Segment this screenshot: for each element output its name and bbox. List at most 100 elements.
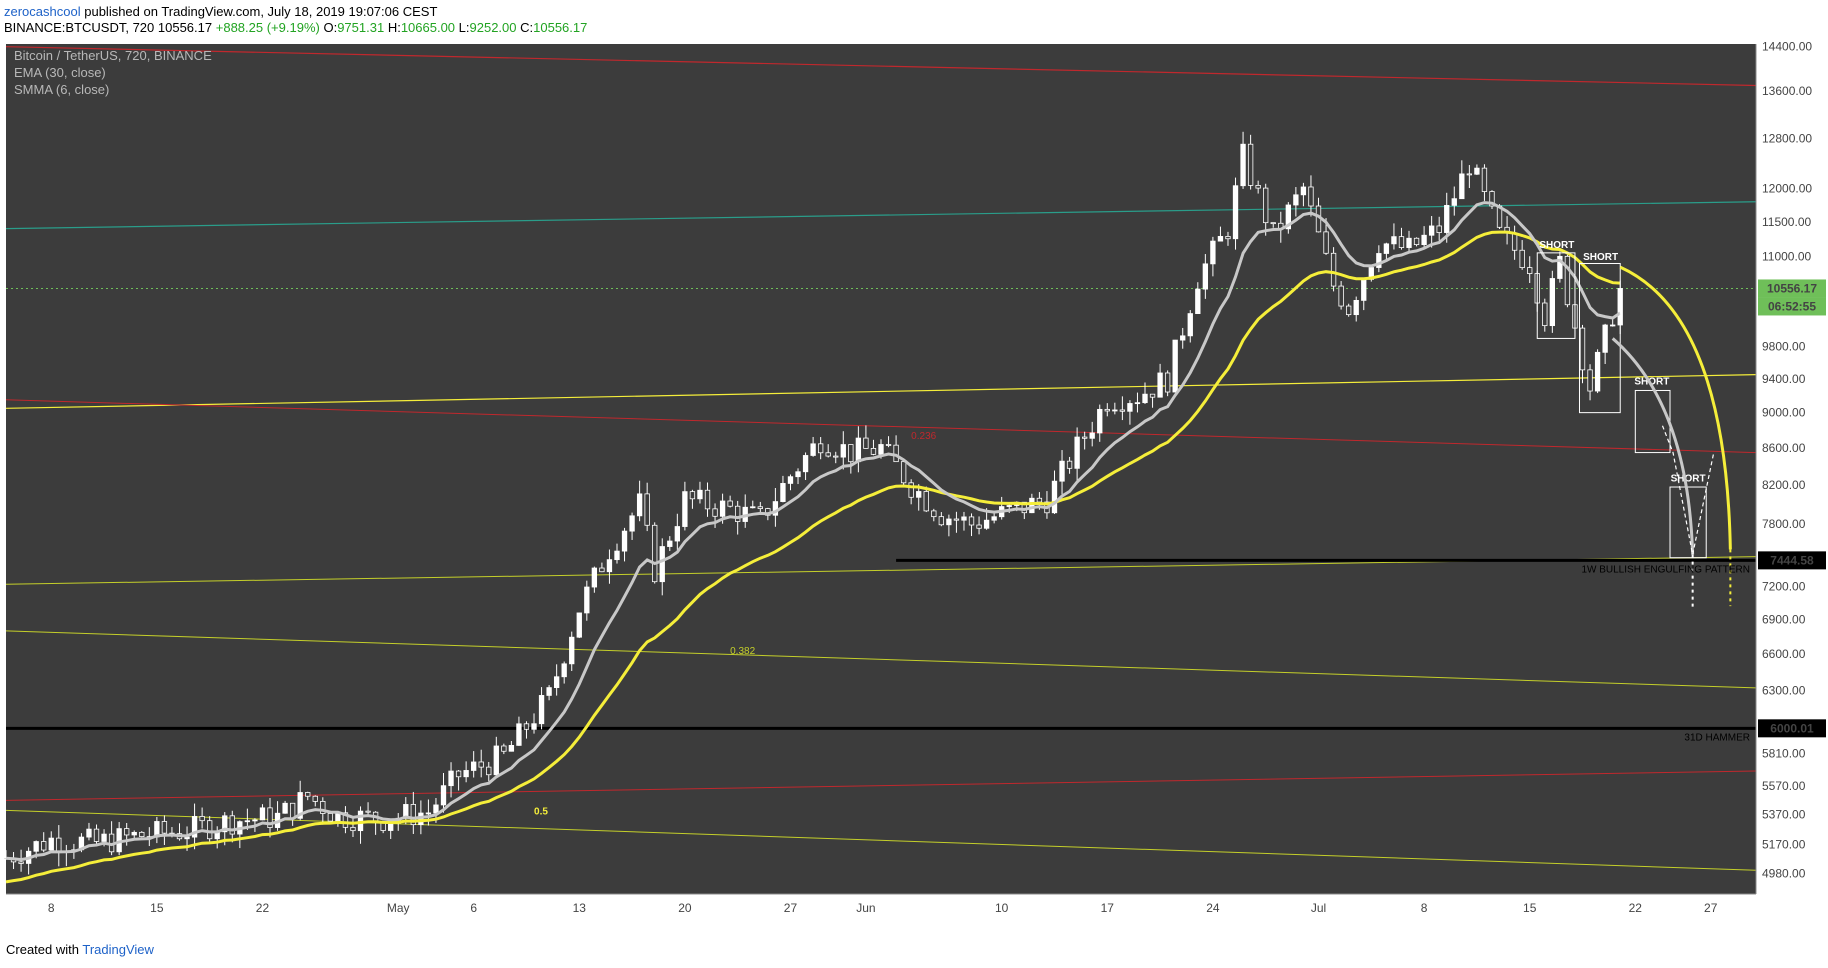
open-value: 9751.31 [337, 20, 385, 35]
ohlc-bar: BINANCE:BTCUSDT, 720 10556.17 +888.25 (+… [4, 20, 587, 36]
candle-up [1406, 237, 1412, 248]
y-tick-label: 8600.00 [1762, 441, 1806, 455]
legend-smma: SMMA (6, close) [14, 82, 109, 97]
y-tick-label: 14400.00 [1762, 40, 1812, 54]
candle-down [968, 516, 975, 526]
author-link[interactable]: zerocashcool [4, 4, 81, 19]
candle-up [516, 723, 522, 746]
candle-down [267, 807, 273, 828]
candle-down [976, 524, 982, 529]
candle-down [938, 516, 945, 526]
trend-lines: 0.236 0.382 0.5 [5, 46, 1757, 871]
candle-down [342, 812, 349, 828]
candle-up [614, 550, 620, 561]
candle-down [735, 505, 741, 522]
candle-up [674, 526, 680, 542]
candle-down [1564, 255, 1571, 306]
candle-down [1149, 393, 1156, 398]
candle-up [1391, 236, 1397, 245]
fib-0382-line [5, 630, 1757, 689]
candle-down [953, 518, 960, 521]
candle-down [523, 723, 530, 730]
candle-down [704, 489, 711, 510]
y-tick-label: 6900.00 [1762, 613, 1806, 627]
candle-up [1594, 351, 1601, 392]
candle-up [621, 530, 628, 552]
candle-down [1338, 285, 1344, 307]
smma-line [5, 201, 1622, 862]
publish-text: published on TradingView.com, July 18, 2… [84, 4, 438, 19]
candle-down [486, 766, 492, 776]
x-tick-label: 27 [1704, 901, 1718, 915]
daily-hammer-label: 31D HAMMER [1684, 732, 1750, 743]
candle-down [1104, 408, 1110, 412]
y-tick-label: 12000.00 [1762, 182, 1812, 196]
legend-title: Bitcoin / TetherUS, 720, BINANCE [14, 48, 212, 63]
candle-up [576, 612, 582, 638]
candle-up [433, 804, 439, 814]
x-tick-label: 22 [1629, 901, 1643, 915]
price-chart[interactable]: 0.236 0.382 0.5 SHORT SHORT SHORT SHORT 1W BUL… [0, 40, 1828, 940]
candle-down [1308, 186, 1314, 207]
created-text: Created with [6, 942, 79, 957]
candle-down [817, 443, 824, 454]
candle-up [697, 489, 703, 500]
x-tick-label: 15 [150, 901, 164, 915]
tradingview-brand[interactable]: TradingView [82, 942, 154, 957]
x-tick-label: 17 [1101, 901, 1115, 915]
candle-down [757, 506, 763, 509]
candle-down [893, 444, 899, 463]
candle-down [599, 567, 605, 573]
candle-down [1527, 267, 1533, 274]
x-tick-label: Jun [856, 901, 875, 915]
plot-background [6, 44, 1756, 894]
candle-down [455, 770, 462, 778]
candle-up [1074, 436, 1080, 469]
candle-down [644, 493, 650, 526]
close-label: C: [520, 20, 534, 35]
x-tick-label: 13 [573, 901, 587, 915]
candle-up [1285, 204, 1291, 230]
price-label-box [1758, 719, 1826, 738]
candle-up [425, 812, 432, 815]
candle-up [1300, 186, 1307, 196]
candle-up [1142, 393, 1148, 404]
candle-down [652, 524, 658, 583]
candle-up [991, 516, 997, 521]
y-tick-label: 5810.00 [1762, 746, 1806, 760]
candle-up [591, 567, 598, 588]
candle-down [825, 452, 831, 457]
x-axis-panel [0, 894, 1756, 940]
candle-down [139, 831, 145, 838]
candle-down [908, 482, 914, 498]
candle-up [1376, 253, 1382, 268]
candle-down [478, 761, 484, 768]
low-value: 9252.00 [469, 20, 517, 35]
y-tick-label: 5370.00 [1762, 808, 1806, 822]
candle-up [493, 745, 499, 776]
candle-down [1036, 497, 1043, 503]
price-change: +888.25 (+9.19%) [215, 20, 320, 35]
candle-up [252, 819, 258, 822]
candle-up [1240, 143, 1246, 187]
candle-up [1451, 198, 1457, 206]
x-tick-label: Jul [1311, 901, 1326, 915]
candle-up [561, 663, 567, 678]
candle-up [1006, 505, 1012, 507]
candle-up [48, 837, 54, 851]
candle-up [440, 785, 447, 806]
candle-down [327, 813, 334, 822]
candle-down [320, 801, 326, 814]
fib-0382-label: 0.382 [730, 646, 755, 657]
x-tick-label: 6 [470, 901, 477, 915]
candle-up [1557, 255, 1563, 279]
candle-down [1330, 252, 1337, 287]
candle-up [1112, 409, 1118, 412]
candle-down [161, 821, 168, 834]
short-box-1 [1536, 252, 1576, 339]
candle-up [961, 516, 967, 521]
short-label: SHORT [1539, 240, 1574, 251]
candle-up [1610, 324, 1616, 327]
y-tick-label: 9400.00 [1762, 372, 1806, 386]
x-tick-label: 15 [1523, 901, 1537, 915]
